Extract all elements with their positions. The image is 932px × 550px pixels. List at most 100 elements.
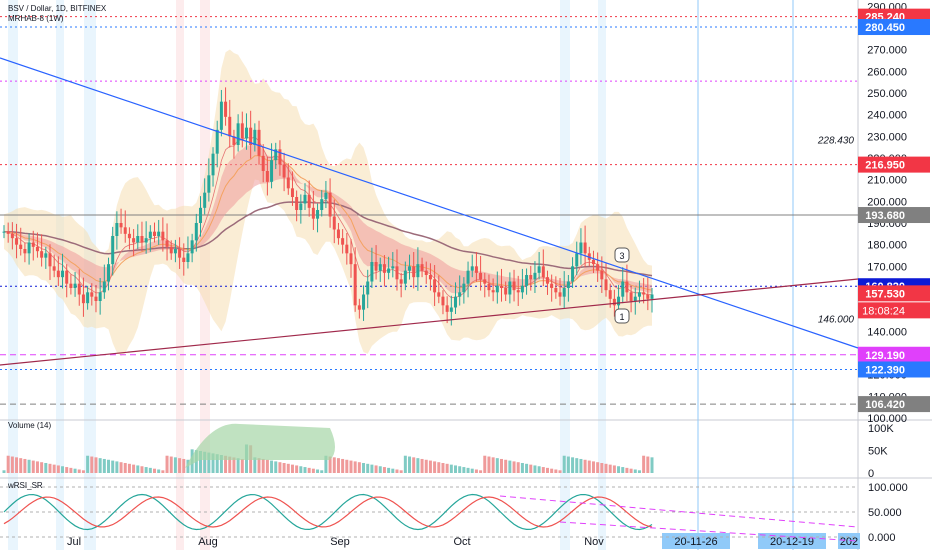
candle-body	[173, 249, 177, 254]
candle-body	[61, 270, 65, 278]
candle-body	[621, 281, 625, 297]
volume-bar	[153, 468, 157, 473]
candle-body	[420, 264, 424, 271]
volume-bar	[437, 462, 441, 473]
level-badge-label: 129.190	[865, 350, 905, 362]
volume-bar	[362, 463, 366, 473]
candle-body	[44, 253, 48, 258]
candle-body	[265, 171, 269, 182]
volume-bar	[533, 465, 537, 473]
price-tick-label: 100.000	[867, 413, 907, 425]
candle-body	[629, 292, 633, 301]
candle-body	[525, 275, 529, 286]
level-badge	[858, 361, 930, 378]
candle-body	[445, 305, 449, 312]
volume-bar	[424, 459, 428, 473]
candle-body	[40, 251, 44, 258]
volume-bar	[299, 466, 303, 473]
candle-body	[123, 227, 127, 234]
candle-body	[591, 259, 595, 265]
level-badge	[858, 19, 930, 36]
volume-bar	[445, 463, 449, 473]
volume-bar	[290, 464, 294, 473]
volume-bar	[554, 469, 558, 473]
volume-bar	[642, 455, 646, 473]
candle-body	[115, 223, 119, 236]
candle-body	[178, 249, 182, 258]
volume-bar	[545, 467, 549, 473]
candle-body	[370, 262, 374, 282]
volume-bar	[307, 467, 311, 473]
volume-bar	[90, 456, 94, 473]
candle-body	[545, 277, 549, 284]
candle-body	[15, 238, 19, 245]
volume-bar	[433, 461, 437, 473]
volume-bar	[466, 467, 470, 473]
candle-body	[387, 268, 391, 273]
volume-bar	[633, 469, 637, 473]
level-badge	[858, 156, 930, 173]
candle-body	[240, 123, 244, 139]
candle-body	[353, 264, 357, 306]
candle-body	[244, 127, 248, 139]
volume-bar	[416, 458, 420, 473]
candle-body	[408, 266, 412, 271]
volume-bar	[458, 466, 462, 473]
time-axis-label: Aug	[198, 536, 218, 548]
candle-body	[374, 262, 378, 271]
candle-body	[332, 216, 336, 230]
volume-bar	[52, 464, 56, 473]
candle-body	[19, 244, 23, 249]
volume-bar	[61, 466, 65, 473]
volume-bar	[182, 458, 186, 473]
candle-body	[395, 266, 399, 280]
candle-body	[153, 231, 157, 236]
candle-body	[320, 199, 324, 210]
volume-bar	[625, 467, 629, 473]
volume-bar	[224, 455, 228, 473]
candle-body	[119, 223, 123, 228]
volume-bar	[144, 467, 148, 473]
volume-bar	[621, 467, 625, 473]
candle-body	[23, 249, 27, 254]
candle-body	[499, 285, 503, 288]
pattern-marker-label: 1	[619, 312, 624, 322]
candle-body	[165, 240, 169, 247]
volume-bar	[558, 470, 562, 473]
candle-body	[416, 264, 420, 278]
price-axis: 100.000110.000120.000130.000140.000150.0…	[858, 1, 930, 544]
candle-body	[454, 296, 458, 308]
candle-body	[249, 127, 253, 145]
candle-body	[132, 238, 136, 243]
volume-bar	[127, 463, 131, 473]
volume-bar	[370, 464, 374, 473]
time-axis-label: Oct	[453, 536, 470, 548]
rsi-tick-label: 0.000	[868, 532, 896, 544]
volume-bar	[132, 464, 136, 473]
volume-tick-label: 0	[868, 468, 874, 480]
volume-bar	[550, 468, 554, 473]
volume-bar	[516, 462, 520, 473]
volume-bar	[441, 463, 445, 473]
volume-bar	[123, 463, 127, 473]
volume-bar	[219, 455, 223, 473]
candle-body	[596, 264, 600, 271]
volume-bar	[178, 458, 182, 473]
candle-body	[650, 294, 654, 299]
volume-bar	[232, 457, 236, 473]
candle-body	[633, 296, 637, 301]
volume-bar	[499, 458, 503, 473]
candle-body	[257, 129, 261, 156]
candle-body	[111, 236, 115, 265]
volume-bar	[278, 462, 282, 473]
volume-bar	[148, 467, 152, 473]
candle-body	[81, 294, 85, 304]
level-badge	[858, 396, 930, 413]
volume-tick-label: 50K	[868, 446, 888, 458]
volume-bar	[136, 465, 140, 473]
candle-body	[56, 270, 60, 278]
candle-body	[617, 296, 621, 306]
volume-bar	[303, 467, 307, 473]
date-badge-label: 20-11-26	[674, 536, 717, 548]
